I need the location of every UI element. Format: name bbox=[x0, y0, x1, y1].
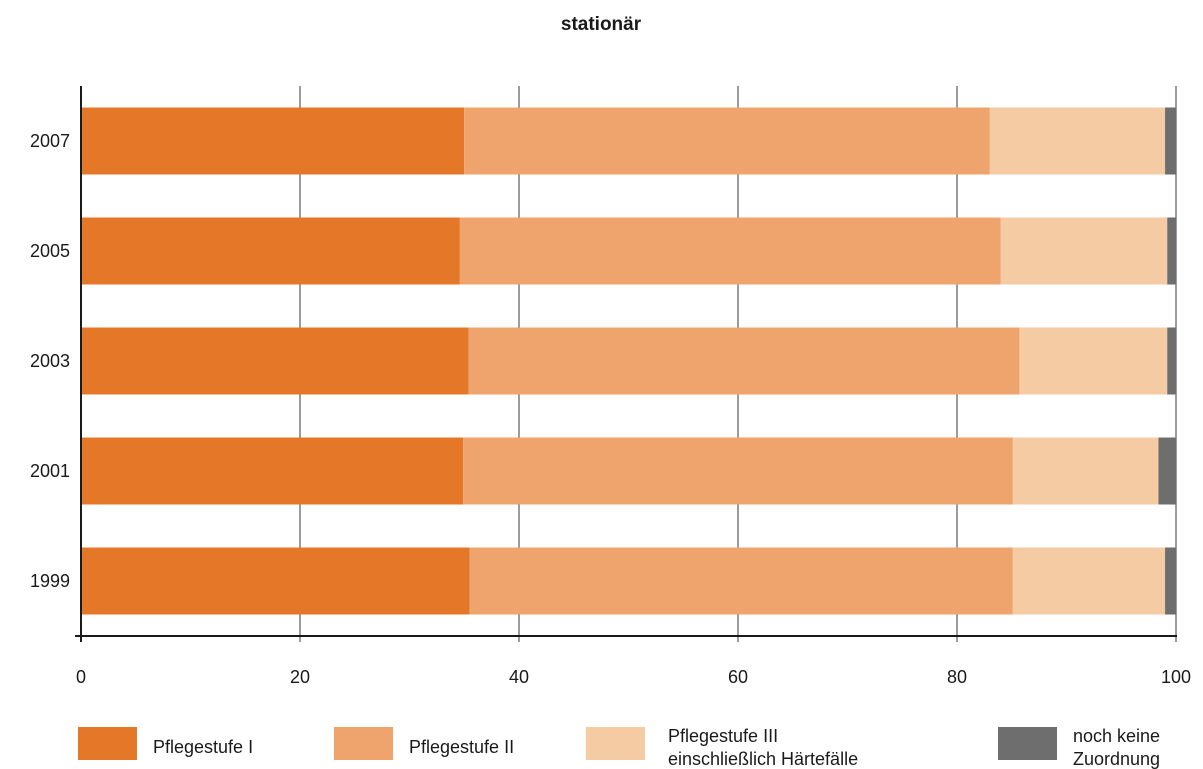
bar-group-2003 bbox=[81, 327, 1176, 395]
legend: Pflegestufe I Pflegestufe II Pflegestufe I… bbox=[78, 726, 1160, 769]
legend-label-2-line-1: Pflegestufe II bbox=[409, 737, 514, 757]
bar-2007-segment-1 bbox=[81, 107, 465, 175]
bar-1999-segment-2 bbox=[469, 547, 1013, 615]
bar-2001-segment-2 bbox=[463, 437, 1013, 505]
bar-group-1999 bbox=[81, 547, 1176, 615]
legend-label-1-line-1: Pflegestufe I bbox=[153, 737, 253, 757]
bar-2001-segment-3 bbox=[1012, 437, 1159, 505]
legend-label-4-line-2: Zuordnung bbox=[1073, 749, 1160, 769]
y-tick-label-2007: 2007 bbox=[30, 131, 70, 151]
legend-label-3-line-1: Pflegestufe III bbox=[668, 726, 778, 746]
x-tick-label-0: 0 bbox=[76, 667, 86, 687]
y-tick-label-2003: 2003 bbox=[30, 351, 70, 371]
legend-item-2: Pflegestufe II bbox=[334, 727, 514, 760]
y-axis-tick-labels: 2007 2005 2003 2001 1999 bbox=[30, 131, 70, 591]
bar-2005-segment-2 bbox=[459, 217, 1001, 285]
bar-2001-segment-1 bbox=[81, 437, 464, 505]
chart-title: stationär bbox=[561, 14, 642, 35]
legend-item-3: Pflegestufe III einschließlich Härtefälle bbox=[586, 726, 858, 769]
bar-group-2005 bbox=[81, 217, 1176, 285]
legend-swatch-4 bbox=[998, 727, 1057, 760]
x-axis-tick-labels: 0 20 40 60 80 100 bbox=[76, 667, 1191, 687]
bar-1999-segment-1 bbox=[81, 547, 470, 615]
legend-swatch-1 bbox=[78, 727, 137, 760]
legend-item-1: Pflegestufe I bbox=[78, 727, 253, 760]
bar-2007-segment-4 bbox=[1165, 107, 1176, 175]
bar-2003-segment-2 bbox=[468, 327, 1020, 395]
bar-1999-segment-4 bbox=[1165, 547, 1176, 615]
bar-2003-segment-3 bbox=[1019, 327, 1168, 395]
y-tick-label-2005: 2005 bbox=[30, 241, 70, 261]
legend-label-4-line-1: noch keine bbox=[1073, 726, 1160, 746]
bar-group-2001 bbox=[81, 437, 1176, 505]
bar-group-2007 bbox=[81, 107, 1176, 175]
bar-2007-segment-3 bbox=[989, 107, 1166, 175]
x-tick-label-100: 100 bbox=[1161, 667, 1191, 687]
legend-swatch-2 bbox=[334, 727, 393, 760]
y-tick-label-1999: 1999 bbox=[30, 571, 70, 591]
bar-2001-segment-4 bbox=[1158, 437, 1176, 505]
bar-2003-segment-1 bbox=[81, 327, 469, 395]
x-tick-label-60: 60 bbox=[728, 667, 748, 687]
bar-2003-segment-4 bbox=[1167, 327, 1176, 395]
bar-2005-segment-3 bbox=[1000, 217, 1168, 285]
legend-swatch-3 bbox=[586, 727, 645, 760]
y-tick-label-2001: 2001 bbox=[30, 461, 70, 481]
bar-1999-segment-3 bbox=[1012, 547, 1166, 615]
bars bbox=[81, 107, 1176, 615]
axes bbox=[75, 86, 1177, 642]
bar-2007-segment-2 bbox=[464, 107, 990, 175]
x-tick-label-40: 40 bbox=[509, 667, 529, 687]
bar-2005-segment-4 bbox=[1167, 217, 1176, 285]
legend-label-3-line-2: einschließlich Härtefälle bbox=[668, 749, 858, 769]
legend-item-4: noch keine Zuordnung bbox=[998, 726, 1160, 769]
x-tick-label-20: 20 bbox=[290, 667, 310, 687]
bar-2005-segment-1 bbox=[81, 217, 460, 285]
x-tick-label-80: 80 bbox=[947, 667, 967, 687]
